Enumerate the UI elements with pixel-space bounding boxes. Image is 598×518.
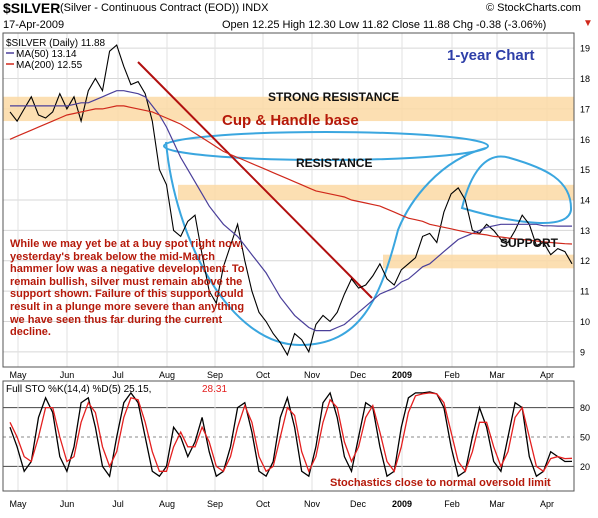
resistance-band <box>178 184 574 200</box>
price-y-tick-label: 13 <box>580 226 590 236</box>
price-y-tick-label: 16 <box>580 135 590 145</box>
stoch-x-tick-label: Apr <box>540 499 554 509</box>
price-x-tick-label: Jul <box>112 370 124 380</box>
stoch-note: Stochastics close to normal oversold lim… <box>330 477 551 489</box>
legend-price: $SILVER (Daily) 11.88 <box>6 38 106 49</box>
ohlc-summary: Open 12.25 High 12.30 Low 11.82 Close 11… <box>222 19 547 31</box>
handle-outline <box>460 155 573 224</box>
price-y-tick-label: 15 <box>580 165 590 175</box>
stoch-x-tick-label: Dec <box>350 499 367 509</box>
stoch-d-line <box>9 392 573 473</box>
stoch-y-tick-label: 20 <box>580 462 590 472</box>
price-panel-frame <box>2 32 575 368</box>
stoch-x-tick-label: Jul <box>112 499 124 509</box>
price-x-tick-label: Apr <box>540 370 554 380</box>
price-y-tick-label: 19 <box>580 44 590 54</box>
price-x-tick-label: Jun <box>60 370 75 380</box>
stoch-k-line <box>9 391 573 478</box>
ma200-series-line <box>9 105 573 245</box>
stoch-x-tick-label: Oct <box>256 499 271 509</box>
price-x-tick-label: Oct <box>256 370 271 380</box>
cup-rim-ellipse <box>163 131 489 161</box>
resistance-label: RESISTANCE <box>296 156 372 170</box>
price-y-tick-label: 12 <box>580 256 590 266</box>
stoch-x-tick-label: Feb <box>444 499 460 509</box>
chart-symbol: $SILVER <box>3 0 61 16</box>
price-x-tick-label: Feb <box>444 370 460 380</box>
price-y-tick-label: 17 <box>580 104 590 114</box>
price-series-line <box>9 44 573 357</box>
price-x-tick-label: Mar <box>489 370 505 380</box>
legend-stoch-d: 28.31 <box>202 384 227 395</box>
price-y-tick-label: 18 <box>580 74 590 84</box>
price-y-tick-label: 10 <box>580 317 590 327</box>
chart-date: 17-Apr-2009 <box>3 19 65 31</box>
price-x-tick-label: Aug <box>159 370 175 380</box>
stoch-x-tick-label: Nov <box>304 499 321 509</box>
cup-outline <box>165 141 487 347</box>
price-y-tick-label: 14 <box>580 196 590 206</box>
price-x-tick-label: May <box>9 370 27 380</box>
price-x-tick-label: Nov <box>304 370 321 380</box>
stoch-x-tick-label: 2009 <box>392 499 412 509</box>
stoch-y-tick-label: 80 <box>580 403 590 413</box>
legend-ma50: MA(50) 13.14 <box>16 49 77 60</box>
stoch-x-tick-label: Sep <box>207 499 223 509</box>
stoch-x-tick-label: Jun <box>60 499 75 509</box>
stoch-x-tick-label: Mar <box>489 499 505 509</box>
price-y-tick-label: 11 <box>580 287 589 297</box>
support-band <box>383 254 574 269</box>
stoch-x-tick-label: Aug <box>159 499 175 509</box>
brand-label: © StockCharts.com <box>486 2 581 14</box>
price-y-tick-label: 9 <box>580 347 585 357</box>
stoch-x-tick-label: May <box>9 499 27 509</box>
downtrend-line <box>137 61 373 299</box>
stoch-panel-frame <box>2 380 575 492</box>
support-label: SUPPORT <box>500 236 559 250</box>
chart-contract: (Silver - Continuous Contract (EOD)) IND… <box>60 2 269 14</box>
strong-resistance-label: STRONG RESISTANCE <box>268 90 399 104</box>
stoch-y-tick-label: 50 <box>580 433 590 443</box>
cup-handle-label: Cup & Handle base <box>222 112 359 129</box>
price-x-tick-label: 2009 <box>392 370 412 380</box>
one-year-chart-label: 1-year Chart <box>447 47 535 64</box>
legend-stoch: Full STO %K(14,4) %D(5) 25.15, <box>6 384 151 395</box>
change-down-icon: ▼ <box>583 18 593 29</box>
ma50-series-line <box>10 90 572 332</box>
price-x-tick-label: Sep <box>207 370 223 380</box>
price-x-tick-label: Dec <box>350 370 367 380</box>
legend-ma200: MA(200) 12.55 <box>16 60 83 71</box>
commentary-text: While we may yet be at a buy spot right … <box>10 238 245 339</box>
